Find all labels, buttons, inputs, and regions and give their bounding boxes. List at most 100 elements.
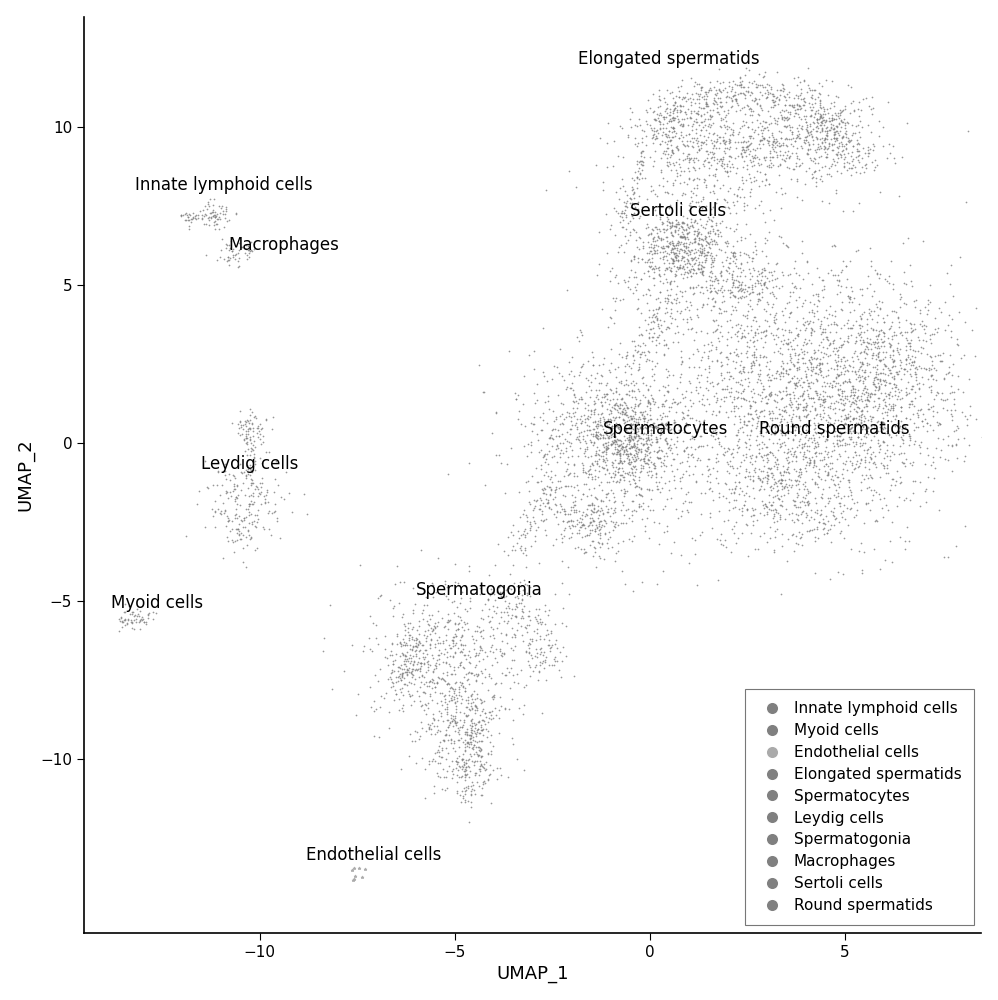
Point (628, 468, 644, 484)
Point (655, 221, 671, 237)
Point (488, 405, 504, 421)
Point (672, 473, 688, 489)
Point (721, 153, 737, 169)
Point (768, 149, 784, 165)
Point (670, 140, 686, 156)
Point (840, 328, 856, 344)
Point (811, 429, 827, 445)
Point (460, 647, 476, 663)
Point (632, 392, 648, 408)
Point (470, 666, 486, 682)
Point (472, 580, 488, 596)
Point (693, 323, 709, 339)
Point (670, 235, 686, 251)
Point (791, 499, 807, 515)
Point (117, 611, 133, 627)
Point (793, 537, 809, 553)
Point (696, 158, 712, 174)
Point (789, 127, 805, 143)
Point (736, 408, 751, 424)
Point (787, 155, 803, 171)
Point (401, 627, 417, 643)
Point (612, 445, 628, 461)
Point (763, 136, 779, 152)
Point (365, 615, 381, 631)
Point (862, 389, 878, 405)
Point (583, 466, 599, 482)
Point (459, 603, 475, 619)
Point (582, 409, 598, 425)
Point (831, 428, 847, 444)
Point (446, 695, 462, 711)
Point (603, 469, 619, 485)
Point (684, 428, 700, 444)
Point (797, 292, 813, 308)
Point (732, 474, 748, 490)
Point (813, 367, 829, 383)
Point (850, 136, 866, 152)
Point (834, 130, 850, 146)
Point (488, 641, 504, 657)
Point (736, 117, 751, 133)
Point (368, 617, 384, 633)
Point (782, 338, 798, 354)
Point (409, 639, 425, 655)
Point (235, 239, 250, 255)
Point (678, 127, 694, 143)
Point (573, 514, 589, 530)
Point (633, 441, 649, 457)
Point (516, 368, 532, 384)
Point (832, 495, 848, 511)
Point (638, 420, 654, 436)
Point (925, 449, 941, 465)
Point (894, 149, 910, 165)
Point (617, 198, 633, 214)
Point (957, 314, 973, 330)
Point (462, 600, 478, 616)
Point (460, 735, 476, 751)
Point (723, 403, 739, 419)
Point (208, 208, 224, 224)
Point (827, 412, 843, 428)
Point (631, 430, 647, 446)
Point (243, 429, 258, 445)
Point (810, 149, 826, 165)
Point (706, 92, 722, 108)
Point (753, 415, 769, 431)
Point (738, 87, 753, 103)
Point (907, 343, 923, 359)
Point (741, 98, 756, 114)
Point (627, 475, 643, 491)
Point (553, 479, 569, 495)
Point (837, 359, 853, 375)
Point (652, 262, 668, 278)
Point (452, 759, 468, 775)
Point (869, 361, 885, 377)
Point (810, 479, 826, 495)
Point (724, 126, 740, 142)
Point (660, 295, 676, 311)
Point (683, 203, 699, 219)
Point (646, 245, 662, 261)
Point (820, 409, 836, 425)
Point (219, 508, 235, 524)
Point (449, 774, 465, 790)
Point (750, 91, 766, 107)
Point (830, 108, 846, 124)
Point (514, 592, 530, 608)
Point (770, 320, 786, 336)
Point (264, 409, 280, 425)
Point (651, 536, 667, 552)
Point (843, 320, 859, 336)
Point (505, 538, 521, 554)
Point (573, 541, 589, 557)
Point (772, 406, 788, 422)
Point (605, 505, 621, 521)
Point (708, 293, 724, 309)
Point (791, 87, 807, 103)
Point (679, 407, 695, 423)
Point (807, 445, 823, 461)
Point (810, 366, 826, 382)
Point (749, 418, 765, 434)
Point (673, 480, 689, 496)
